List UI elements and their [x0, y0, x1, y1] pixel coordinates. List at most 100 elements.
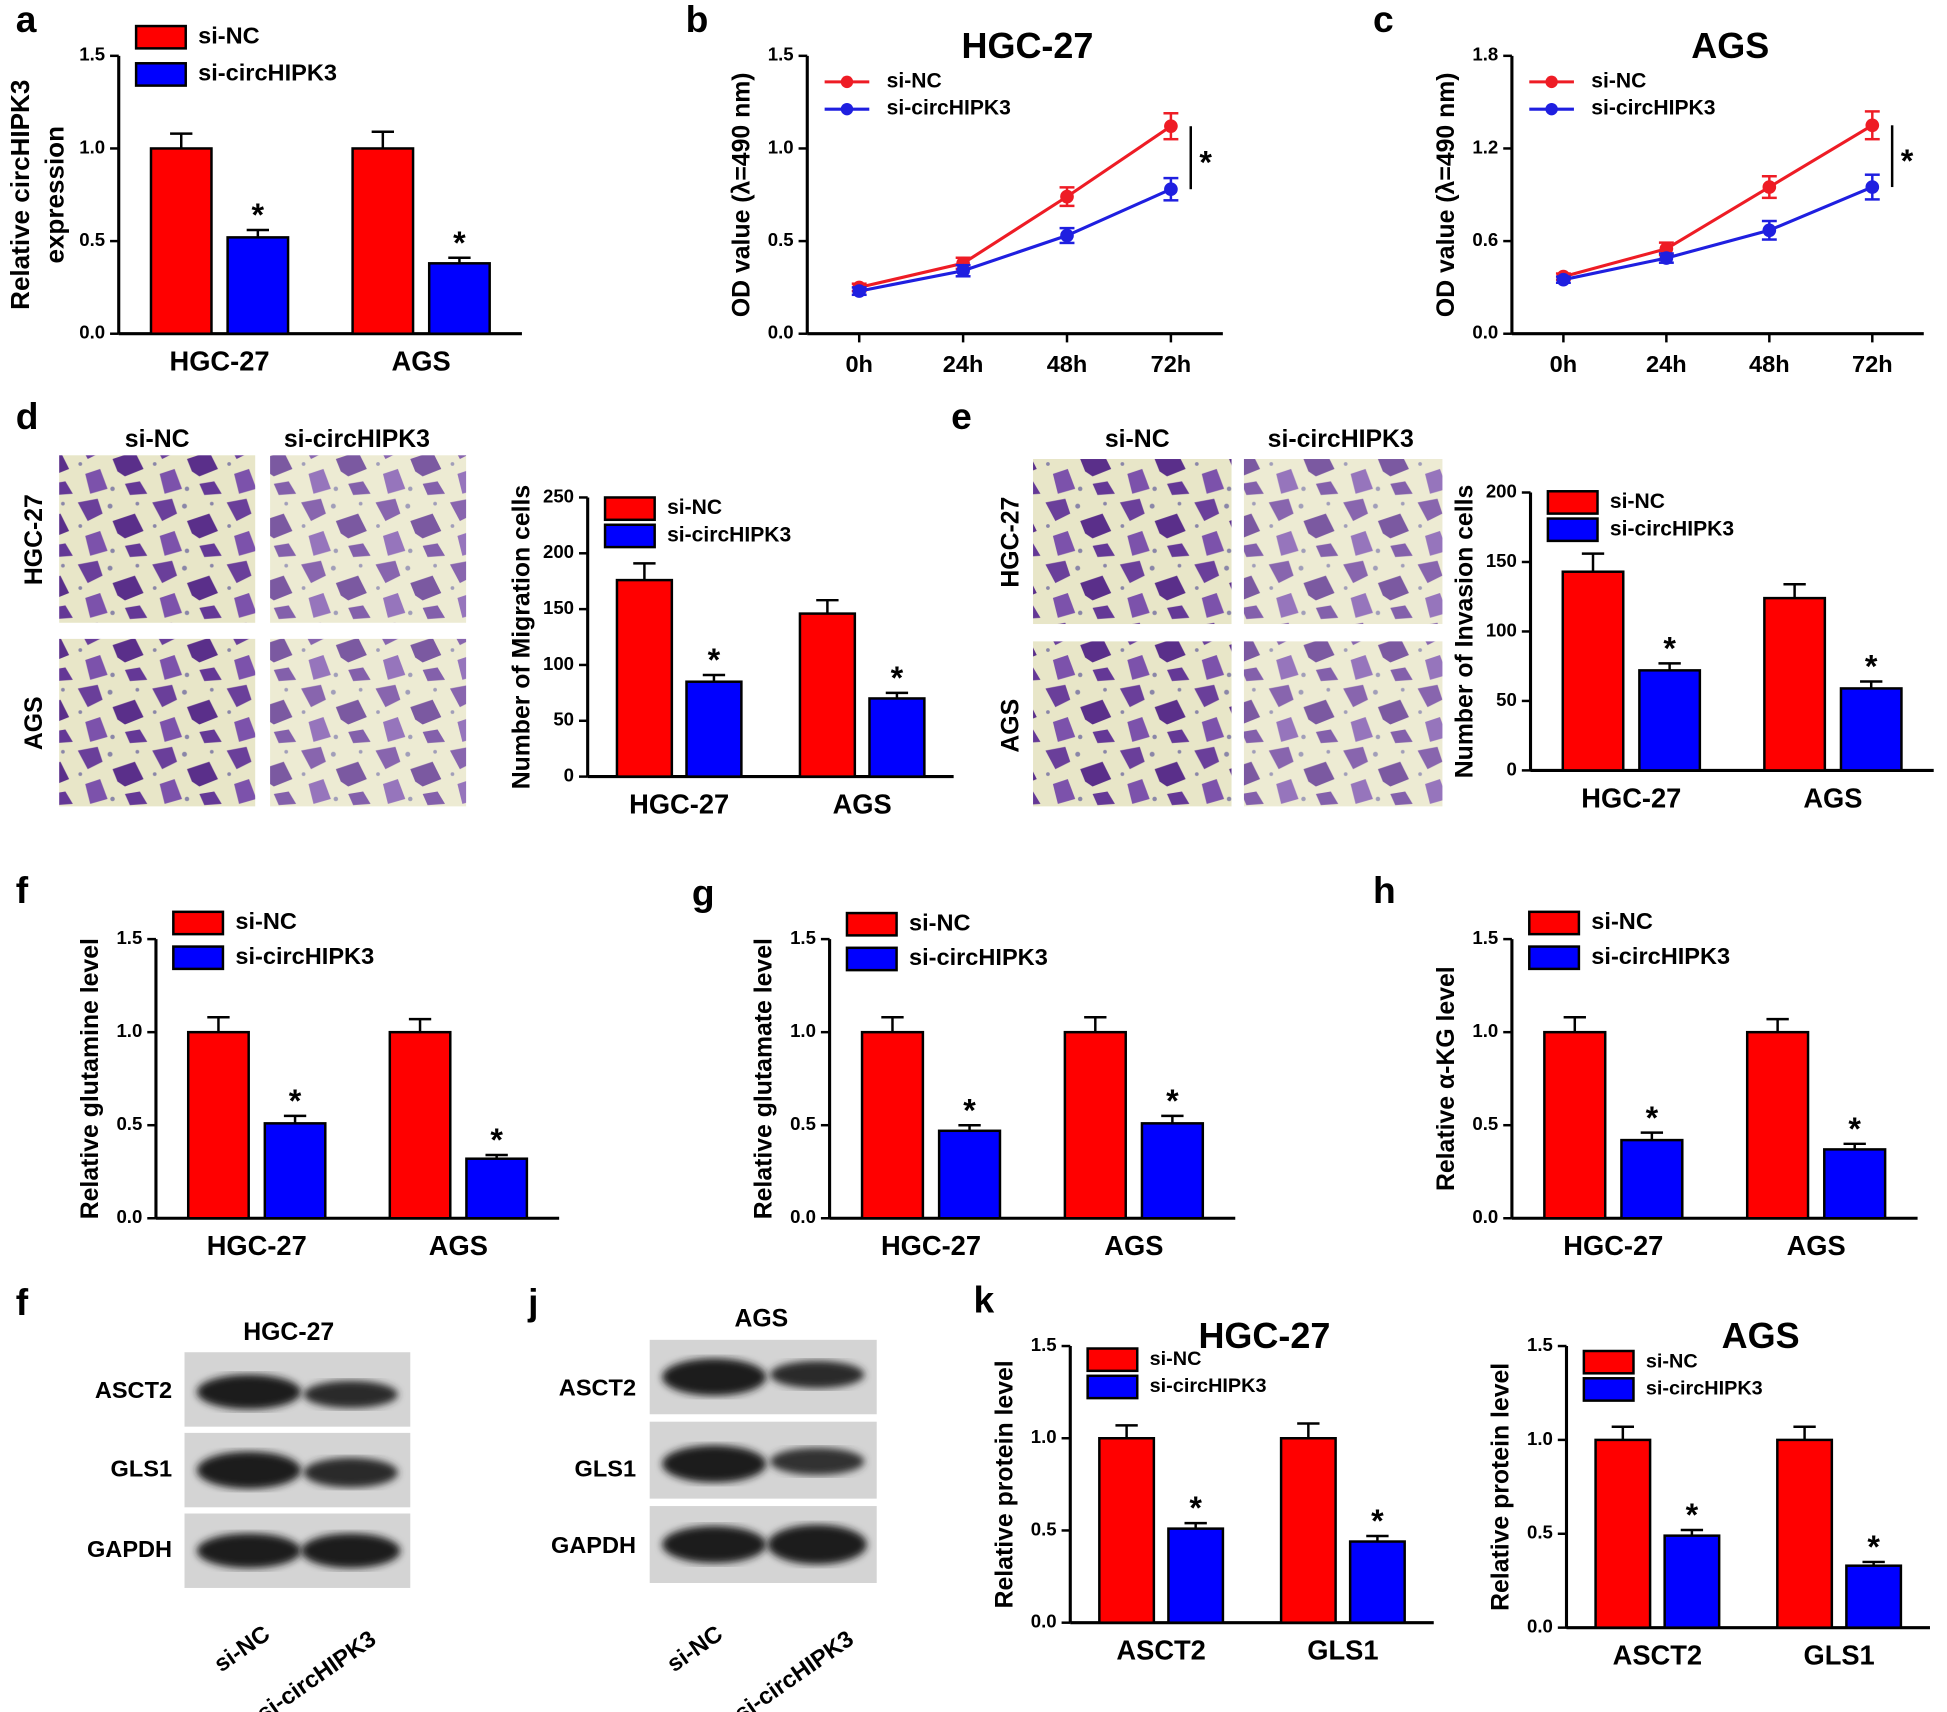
- x-tick-label: HGC-27: [170, 346, 270, 377]
- y-tick-label: 1.5: [790, 927, 816, 948]
- chart-title: HGC-27: [1198, 1315, 1330, 1356]
- panel-label: g: [692, 872, 715, 914]
- significance-label: *: [1865, 649, 1878, 685]
- panel-label: a: [16, 0, 37, 40]
- x-tick-label: 24h: [1646, 351, 1687, 377]
- bar: [1594, 1438, 1652, 1629]
- bar: [226, 236, 290, 335]
- bar: [1663, 1534, 1721, 1629]
- legend-label: si-circHIPK3: [887, 97, 1011, 120]
- significance-label: *: [963, 1092, 976, 1128]
- y-axis-label: OD value (λ=490 nm): [728, 72, 755, 317]
- bar: [1140, 1122, 1205, 1220]
- y-tick-label: 1.5: [116, 927, 142, 948]
- y-tick-label: 1.0: [1031, 1426, 1057, 1447]
- y-tick-label: 1.5: [1472, 927, 1498, 948]
- panel-label: f: [16, 869, 29, 911]
- legend-label: si-NC: [1591, 69, 1646, 92]
- significance-label: *: [1199, 145, 1212, 181]
- micrograph: [270, 638, 467, 807]
- bar: [427, 262, 491, 335]
- bar: [1763, 596, 1827, 772]
- legend-marker: [1545, 102, 1558, 116]
- legend-swatch: [845, 911, 898, 937]
- y-tick-label: 250: [543, 485, 574, 506]
- y-tick-label: 0.0: [116, 1206, 142, 1227]
- column-label: si-NC: [1105, 426, 1170, 453]
- legend-swatch: [1582, 1349, 1635, 1375]
- legend-label: si-NC: [1610, 490, 1665, 513]
- y-tick-label: 0: [564, 765, 574, 786]
- blot-row-label: ASCT2: [559, 1375, 636, 1401]
- bar: [1063, 1030, 1127, 1220]
- point: [1659, 251, 1674, 265]
- panel-label: j: [527, 1281, 538, 1323]
- x-tick-label: HGC-27: [881, 1230, 981, 1261]
- legend-swatch: [1086, 1347, 1139, 1373]
- blot-title: AGS: [734, 1306, 788, 1333]
- legend-label: si-circHIPK3: [1591, 97, 1715, 120]
- significance-label: *: [289, 1083, 302, 1119]
- line: [858, 187, 1172, 293]
- x-tick-label: AGS: [1803, 782, 1862, 813]
- y-tick-label: 0.0: [1472, 1206, 1498, 1227]
- y-tick-label: 0.0: [79, 322, 105, 343]
- point: [1060, 189, 1074, 204]
- legend-swatch: [1528, 910, 1581, 936]
- column-label: si-circHIPK3: [1268, 426, 1414, 453]
- y-tick-label: 0.6: [1472, 229, 1498, 250]
- y-tick-label: 1.0: [1472, 1020, 1498, 1041]
- line: [858, 124, 1172, 289]
- y-tick-label: 0.5: [1472, 1113, 1498, 1134]
- legend-label: si-NC: [909, 909, 971, 935]
- bar: [1543, 1030, 1607, 1220]
- legend-label: si-NC: [667, 496, 722, 519]
- x-tick-label: 48h: [1749, 351, 1790, 377]
- x-tick-label: ASCT2: [1613, 1640, 1702, 1671]
- legend-label: si-NC: [1150, 1348, 1202, 1370]
- line: [1562, 123, 1874, 279]
- micrograph: [270, 455, 467, 623]
- y-tick-label: 0: [1507, 758, 1517, 779]
- x-tick-label: 72h: [1852, 351, 1893, 377]
- y-tick-label: 0.5: [79, 229, 105, 250]
- legend-swatch: [172, 910, 225, 936]
- blot-image: [184, 1352, 411, 1588]
- x-tick-label: GLS1: [1803, 1640, 1874, 1671]
- panel-label: d: [16, 395, 39, 437]
- bar: [351, 147, 415, 335]
- line: [1563, 185, 1873, 282]
- row-label: AGS: [21, 696, 48, 750]
- bar: [1745, 1030, 1810, 1220]
- point: [1164, 119, 1178, 134]
- y-tick-label: 1.0: [79, 136, 105, 157]
- micrograph: [1243, 641, 1443, 807]
- bar: [1561, 570, 1625, 772]
- legend-marker: [1545, 75, 1558, 89]
- lane-label: si-NC: [662, 1620, 727, 1677]
- bar: [388, 1030, 452, 1220]
- row-label: HGC-27: [998, 497, 1025, 588]
- legend-label: si-NC: [1646, 1350, 1698, 1372]
- x-tick-label: 0h: [1550, 351, 1578, 377]
- y-tick-label: 0.0: [1527, 1616, 1553, 1637]
- legend-swatch: [1086, 1374, 1139, 1400]
- bar: [798, 612, 857, 778]
- legend-swatch: [603, 496, 656, 522]
- y-tick-label: 1.0: [1527, 1428, 1553, 1449]
- significance-label: *: [891, 660, 904, 696]
- significance-label: *: [1686, 1497, 1699, 1533]
- legend-label: si-circHIPK3: [667, 523, 791, 546]
- x-tick-label: 72h: [1151, 351, 1192, 377]
- y-tick-label: 1.2: [1472, 136, 1498, 157]
- blot-row-label: GAPDH: [87, 1536, 172, 1562]
- bar: [1620, 1138, 1684, 1220]
- y-tick-label: 0.0: [768, 322, 794, 343]
- y-tick-label: 0.0: [790, 1206, 816, 1227]
- x-tick-label: AGS: [1104, 1230, 1163, 1261]
- y-axis-label: expression: [40, 126, 70, 264]
- bar: [860, 1030, 925, 1220]
- bar: [149, 147, 213, 335]
